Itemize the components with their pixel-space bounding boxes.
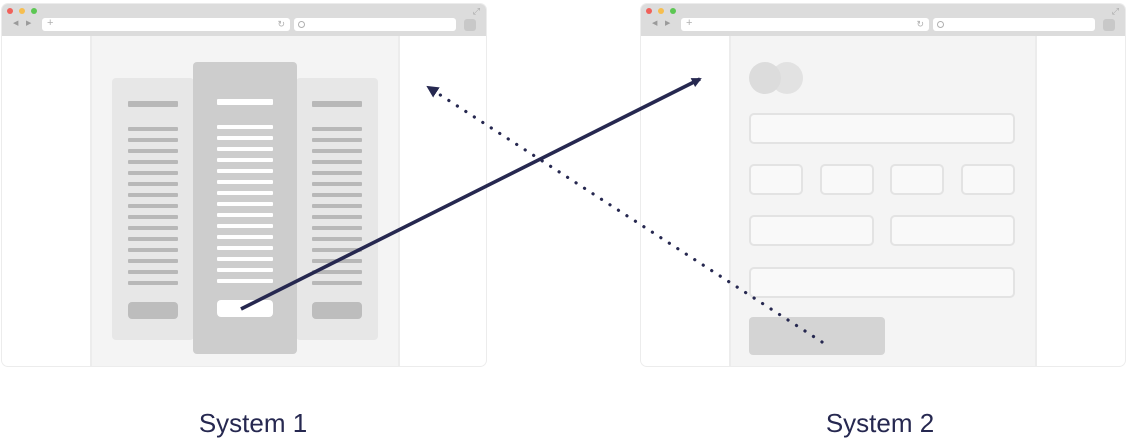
feature-line-placeholder — [312, 204, 362, 208]
new-tab-plus-icon[interactable]: + — [47, 17, 54, 29]
forward-arrow-icon[interactable]: ▶ — [665, 20, 671, 27]
form-field-small[interactable] — [749, 164, 803, 195]
card-number-field[interactable] — [749, 113, 1015, 144]
maximize-dot-icon[interactable] — [31, 8, 37, 14]
feature-line-placeholder — [217, 246, 273, 250]
feature-line-placeholder — [128, 127, 178, 131]
feature-line-placeholder — [128, 281, 178, 285]
browser-viewport — [2, 36, 486, 366]
column-heading-placeholder — [312, 101, 362, 107]
feature-line-placeholder — [128, 160, 178, 164]
expand-icon[interactable]: ⤢ — [472, 6, 480, 16]
feature-line-placeholder — [128, 138, 178, 142]
browser-viewport — [641, 36, 1125, 366]
expand-icon[interactable]: ⤢ — [1111, 6, 1119, 16]
feature-line-placeholder — [217, 158, 273, 162]
feature-line-placeholder — [217, 180, 273, 184]
feature-line-placeholder — [312, 226, 362, 230]
feature-line-placeholder — [312, 171, 362, 175]
pricing-column-left — [112, 78, 194, 340]
feature-line-placeholder — [217, 279, 273, 283]
form-field-medium[interactable] — [890, 215, 1015, 246]
feature-line-placeholder — [312, 160, 362, 164]
dotted-arrow-system2-to-system1 — [426, 85, 824, 344]
feature-line-placeholder — [217, 202, 273, 206]
feature-line-placeholder — [312, 193, 362, 197]
form-field-medium[interactable] — [749, 215, 874, 246]
feature-line-placeholder — [128, 149, 178, 153]
feature-line-placeholder — [312, 127, 362, 131]
column-heading-placeholder — [128, 101, 178, 107]
reload-icon[interactable]: ↻ — [277, 19, 285, 29]
feature-line-placeholder — [128, 171, 178, 175]
feature-line-placeholder — [217, 191, 273, 195]
new-tab-plus-icon[interactable]: + — [686, 17, 693, 29]
system-2-caption: System 2 — [825, 408, 935, 438]
system-1-caption: System 1 — [198, 408, 308, 438]
feature-line-placeholder — [217, 213, 273, 217]
address-bar[interactable]: + ↻ — [681, 17, 929, 31]
search-icon — [298, 21, 305, 28]
feature-line-placeholder — [312, 248, 362, 252]
close-dot-icon[interactable] — [646, 8, 652, 14]
form-field-wide[interactable] — [749, 267, 1015, 298]
search-icon — [937, 21, 944, 28]
feature-line-placeholder — [128, 204, 178, 208]
plan-select-button[interactable] — [128, 302, 178, 319]
feature-line-placeholder — [217, 235, 273, 239]
extension-icon[interactable] — [1103, 19, 1115, 31]
feature-line-placeholder — [128, 248, 178, 252]
feature-line-placeholder — [217, 268, 273, 272]
close-dot-icon[interactable] — [7, 8, 13, 14]
feature-line-placeholder — [128, 270, 178, 274]
feature-line-placeholder — [312, 182, 362, 186]
extension-icon[interactable] — [464, 19, 476, 31]
feature-line-placeholder — [217, 136, 273, 140]
feature-line-placeholder — [128, 259, 178, 263]
browser-titlebar: ◀ ▶ + ↻ ⤢ — [2, 4, 486, 36]
feature-line-placeholder — [312, 281, 362, 285]
feature-line-placeholder — [217, 257, 273, 261]
plan-select-button[interactable] — [312, 302, 362, 319]
feature-line-placeholder — [312, 215, 362, 219]
form-field-small[interactable] — [890, 164, 944, 195]
feature-line-placeholder — [128, 215, 178, 219]
feature-line-placeholder — [217, 125, 273, 129]
feature-line-placeholder — [312, 270, 362, 274]
solid-arrow-system1-to-system2 — [240, 77, 702, 311]
system-1-browser-window: ◀ ▶ + ↻ ⤢ — [2, 4, 486, 366]
search-bar[interactable] — [294, 18, 456, 31]
feature-line-placeholder — [217, 224, 273, 228]
feature-line-placeholder — [128, 237, 178, 241]
forward-arrow-icon[interactable]: ▶ — [26, 20, 32, 27]
feature-line-placeholder — [128, 182, 178, 186]
browser-titlebar: ◀ ▶ + ↻ ⤢ — [641, 4, 1125, 36]
system-2-browser-window: ◀ ▶ + ↻ ⤢ — [641, 4, 1125, 366]
address-bar[interactable]: + ↻ — [42, 17, 290, 31]
feature-line-placeholder — [217, 169, 273, 173]
maximize-dot-icon[interactable] — [670, 8, 676, 14]
card-logo-overlap-icon — [771, 62, 803, 94]
form-field-small[interactable] — [820, 164, 874, 195]
minimize-dot-icon[interactable] — [658, 8, 664, 14]
feature-line-placeholder — [217, 147, 273, 151]
feature-line-placeholder — [128, 193, 178, 197]
feature-line-placeholder — [312, 138, 362, 142]
search-bar[interactable] — [933, 18, 1095, 31]
feature-line-placeholder — [128, 226, 178, 230]
minimize-dot-icon[interactable] — [19, 8, 25, 14]
feature-line-placeholder — [312, 237, 362, 241]
back-arrow-icon[interactable]: ◀ — [652, 20, 658, 27]
form-field-small[interactable] — [961, 164, 1015, 195]
reload-icon[interactable]: ↻ — [916, 19, 924, 29]
pricing-column-right — [296, 78, 378, 340]
column-heading-placeholder — [217, 99, 273, 105]
feature-line-placeholder — [312, 149, 362, 153]
back-arrow-icon[interactable]: ◀ — [13, 20, 19, 27]
submit-button[interactable] — [749, 317, 885, 355]
